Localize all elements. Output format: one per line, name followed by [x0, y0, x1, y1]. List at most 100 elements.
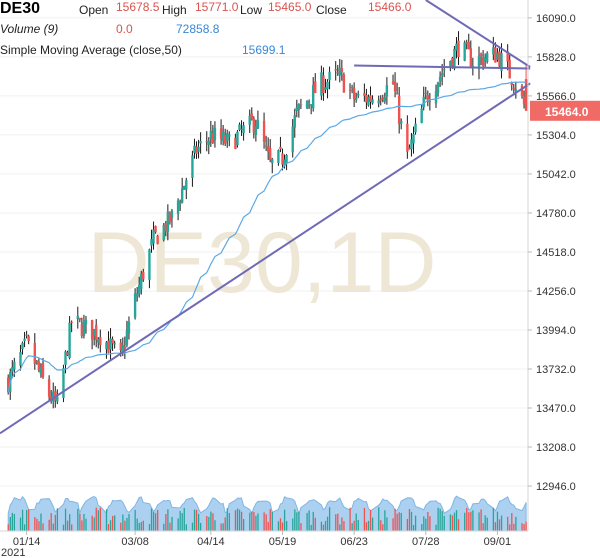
volume-bar — [177, 518, 179, 531]
volume-bar — [11, 512, 13, 531]
volume-bar — [425, 518, 427, 531]
volume-bar — [337, 513, 339, 531]
volume-bar — [34, 517, 36, 531]
volume-bar — [324, 520, 327, 531]
candle-body — [178, 202, 182, 205]
candle-body — [363, 93, 366, 96]
candle-body — [449, 61, 452, 69]
volume-bar — [9, 516, 11, 531]
candle-body — [213, 127, 217, 141]
candle-body — [508, 59, 511, 79]
volume-bar — [400, 512, 402, 531]
volume-bar — [384, 510, 386, 531]
candle-body — [264, 145, 268, 147]
volume-bar — [451, 515, 454, 531]
candle-body — [367, 96, 370, 106]
volume-bar — [257, 513, 259, 531]
volume-bar — [242, 519, 245, 531]
candle-body — [156, 235, 159, 245]
volume-bar — [163, 523, 165, 531]
candle-body — [6, 377, 10, 393]
volume-bar — [23, 524, 26, 531]
candle-body — [357, 93, 360, 96]
candle-body — [322, 75, 325, 93]
candle-body — [410, 139, 413, 150]
candle-body — [395, 93, 399, 95]
candle-body — [234, 137, 237, 149]
volume-bar — [148, 524, 151, 531]
volume-bar — [480, 509, 482, 531]
volume-bar — [494, 522, 497, 531]
price-badge — [530, 100, 600, 121]
volume-bar — [283, 509, 286, 531]
volume-bar — [210, 511, 212, 531]
candle-body — [180, 188, 184, 203]
candle-body — [434, 91, 438, 104]
candle-body — [152, 229, 155, 244]
candle-body — [436, 82, 440, 93]
candle-body — [84, 319, 88, 325]
candle-body — [37, 361, 41, 371]
candle-body — [109, 338, 112, 350]
volume-bar — [26, 509, 28, 531]
high-label: High — [162, 3, 187, 17]
candle-body — [297, 103, 301, 111]
volume-bar — [265, 514, 267, 531]
volume-bar — [380, 520, 382, 531]
candle-body — [154, 225, 157, 233]
trendline[interactable] — [354, 64, 531, 70]
candle-body — [256, 120, 260, 129]
volume-bar — [64, 508, 67, 531]
candle-body — [463, 42, 466, 61]
volume-bar — [212, 513, 214, 531]
volume-bar — [197, 513, 200, 531]
trendline[interactable] — [425, 0, 531, 68]
candle-body — [428, 101, 432, 103]
candle-body — [78, 317, 82, 320]
volume-bar — [234, 510, 237, 531]
volume-bar — [66, 520, 69, 531]
candle-body — [41, 363, 45, 378]
volume-bar — [320, 521, 323, 531]
candle-body — [334, 69, 337, 71]
candle-body — [66, 352, 69, 356]
low-label: Low — [240, 3, 263, 17]
volume-bar — [478, 512, 480, 531]
volume-bar — [124, 520, 126, 531]
candle-body — [314, 81, 317, 94]
candle-body — [82, 322, 86, 336]
y-tick-label: 14780.0 — [536, 208, 576, 220]
volume-bar — [486, 517, 488, 531]
volume-bar — [423, 516, 425, 531]
volume-bar — [392, 518, 394, 531]
volume-bar — [251, 511, 253, 531]
volume-bar — [326, 516, 329, 531]
volume-bar — [410, 511, 413, 531]
volume-bar — [183, 507, 185, 531]
candle-body — [500, 52, 503, 71]
candle-body — [150, 239, 153, 246]
volume-bar — [496, 511, 499, 531]
volume-bar — [353, 520, 355, 531]
chart-legend: DE30 Open 15678.5 High 15771.0 Low 15465… — [0, 0, 440, 62]
candle-body — [195, 146, 198, 154]
candle-body — [408, 147, 411, 150]
volume-bar — [341, 517, 343, 531]
y-tick-label: 16090.0 — [536, 13, 576, 25]
x-tick-label: 06/23 — [340, 536, 368, 548]
volume-bar — [222, 523, 224, 531]
candle-body — [236, 131, 239, 146]
candle-body — [254, 126, 258, 135]
volume-bar — [509, 524, 511, 531]
trendline[interactable] — [0, 82, 531, 435]
volume-bar — [523, 524, 525, 531]
volume-bar — [472, 510, 474, 531]
candle-body — [381, 97, 384, 100]
volume-bar — [136, 518, 138, 531]
volume-bar — [386, 517, 388, 531]
candle-body — [21, 342, 24, 350]
candle-body — [369, 95, 372, 103]
volume-bar — [281, 522, 284, 531]
